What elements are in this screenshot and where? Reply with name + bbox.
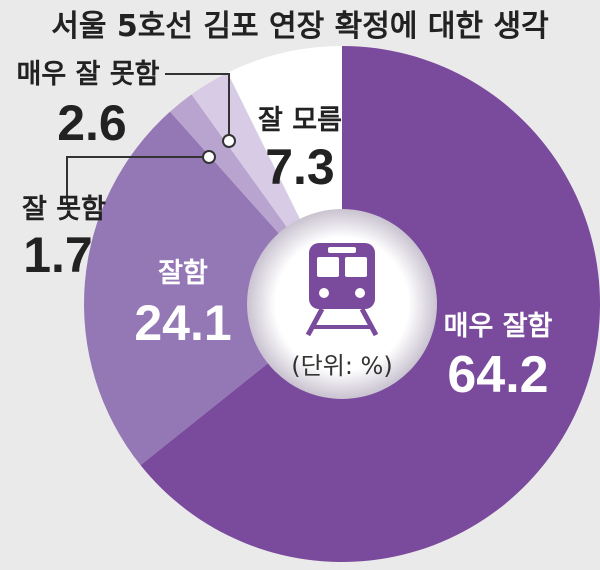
chart-title: 서울 5호선 김포 연장 확정에 대한 생각 — [51, 9, 549, 44]
leader-dot-very-bad — [222, 134, 236, 148]
slice-value-bad: 1.7 — [23, 227, 93, 283]
slice-label-bad: 잘 못함 — [22, 194, 106, 225]
slice-value-dont-know: 7.3 — [265, 139, 335, 195]
slice-value-very-bad: 2.6 — [57, 95, 127, 151]
unit-note: (단위: %) — [291, 352, 392, 380]
leader-line-bad — [66, 156, 205, 205]
slice-value-good: 24.1 — [134, 295, 231, 351]
train-icon — [305, 243, 379, 337]
slice-value-very-good: 64.2 — [447, 346, 548, 404]
slice-label-good: 잘함 — [158, 258, 208, 289]
slice-label-dont-know: 잘 모름 — [258, 105, 342, 136]
leader-lines — [66, 73, 230, 205]
leader-dot-bad — [202, 150, 216, 164]
leader-line-very-bad — [165, 73, 230, 138]
slice-good — [83, 111, 342, 466]
slice-label-very-bad: 매우 잘 못함 — [17, 59, 160, 90]
slice-label-very-good: 매우 잘함 — [444, 311, 553, 342]
